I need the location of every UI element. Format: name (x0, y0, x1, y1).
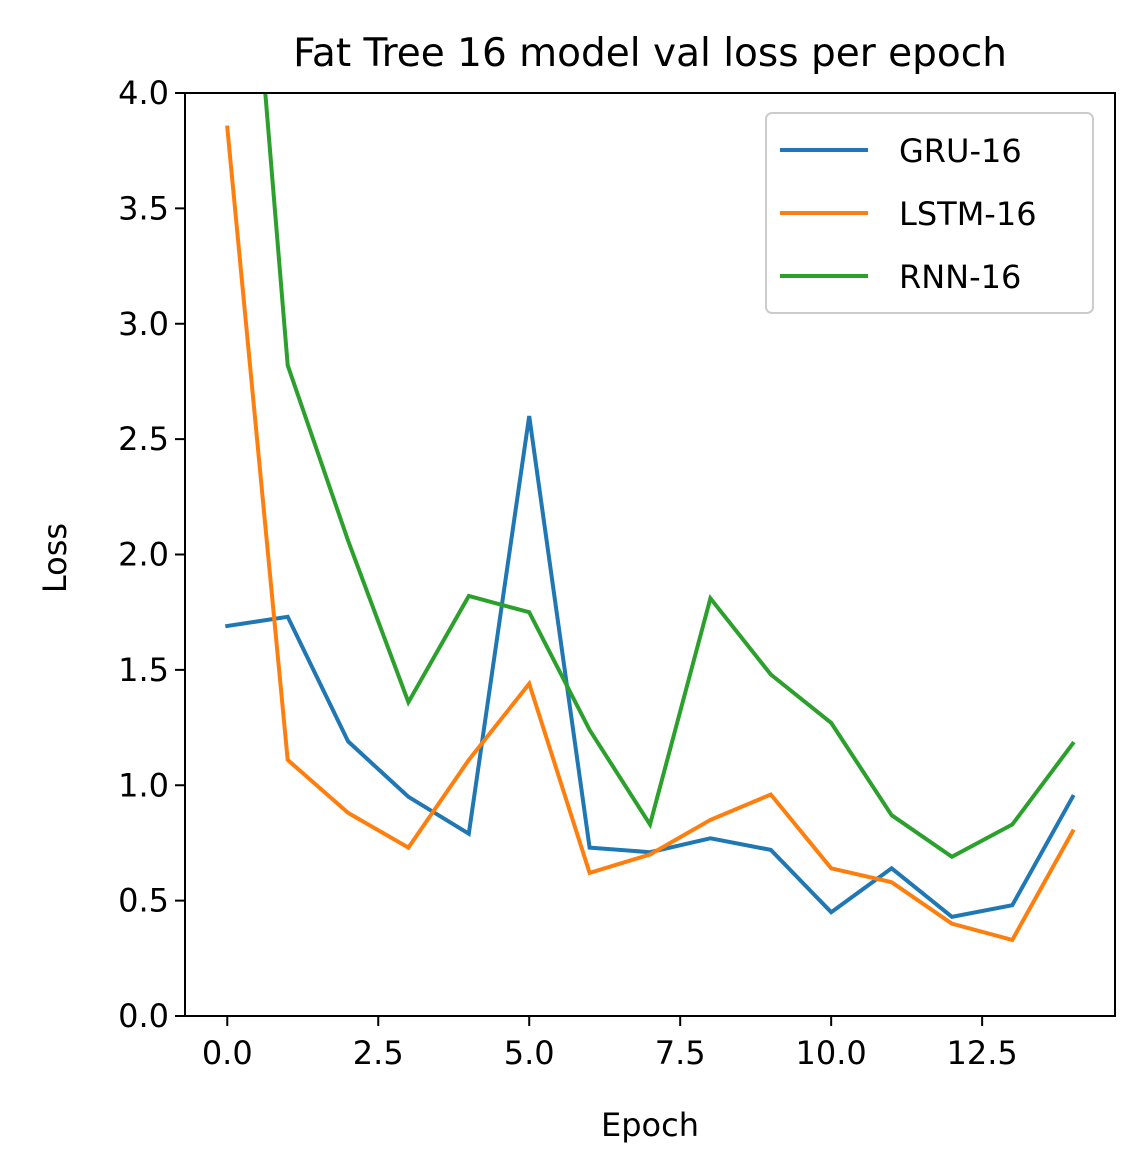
y-tick-label: 3.5 (118, 189, 169, 227)
legend-box (765, 112, 1094, 314)
legend-label: LSTM-16 (899, 195, 1037, 233)
x-axis-label: Epoch (601, 1106, 699, 1144)
y-tick-label: 4.0 (118, 74, 169, 112)
x-tick-label: 2.5 (353, 1034, 404, 1072)
x-axis-ticks: 0.0 2.5 5.0 7.5 10.0 12.5 (202, 1016, 1018, 1072)
x-tick-label: 0.0 (202, 1034, 253, 1072)
legend-label: RNN-16 (899, 258, 1021, 296)
series-layer (225, 93, 1076, 943)
y-tick-label: 3.0 (118, 305, 169, 343)
x-tick-label: 5.0 (504, 1034, 555, 1072)
y-tick-label: 1.0 (118, 766, 169, 804)
y-tick-label: 0.0 (118, 997, 169, 1035)
y-tick-label: 0.5 (118, 882, 169, 920)
y-tick-label: 1.5 (118, 651, 169, 689)
y-tick-label: 2.5 (118, 420, 169, 458)
legend-label: GRU-16 (899, 132, 1022, 170)
legend: GRU-16 LSTM-16 RNN-16 (765, 112, 1094, 314)
y-axis-ticks: 0.0 0.5 1.0 1.5 2.0 2.5 3.0 3.5 4.0 (118, 74, 185, 1035)
x-tick-label: 12.5 (947, 1034, 1018, 1072)
y-tick-label: 2.0 (118, 536, 169, 574)
y-axis-label: Loss (36, 523, 74, 593)
x-tick-label: 10.0 (796, 1034, 867, 1072)
chart-title: Fat Tree 16 model val loss per epoch (293, 31, 1007, 76)
x-tick-label: 7.5 (655, 1034, 706, 1072)
